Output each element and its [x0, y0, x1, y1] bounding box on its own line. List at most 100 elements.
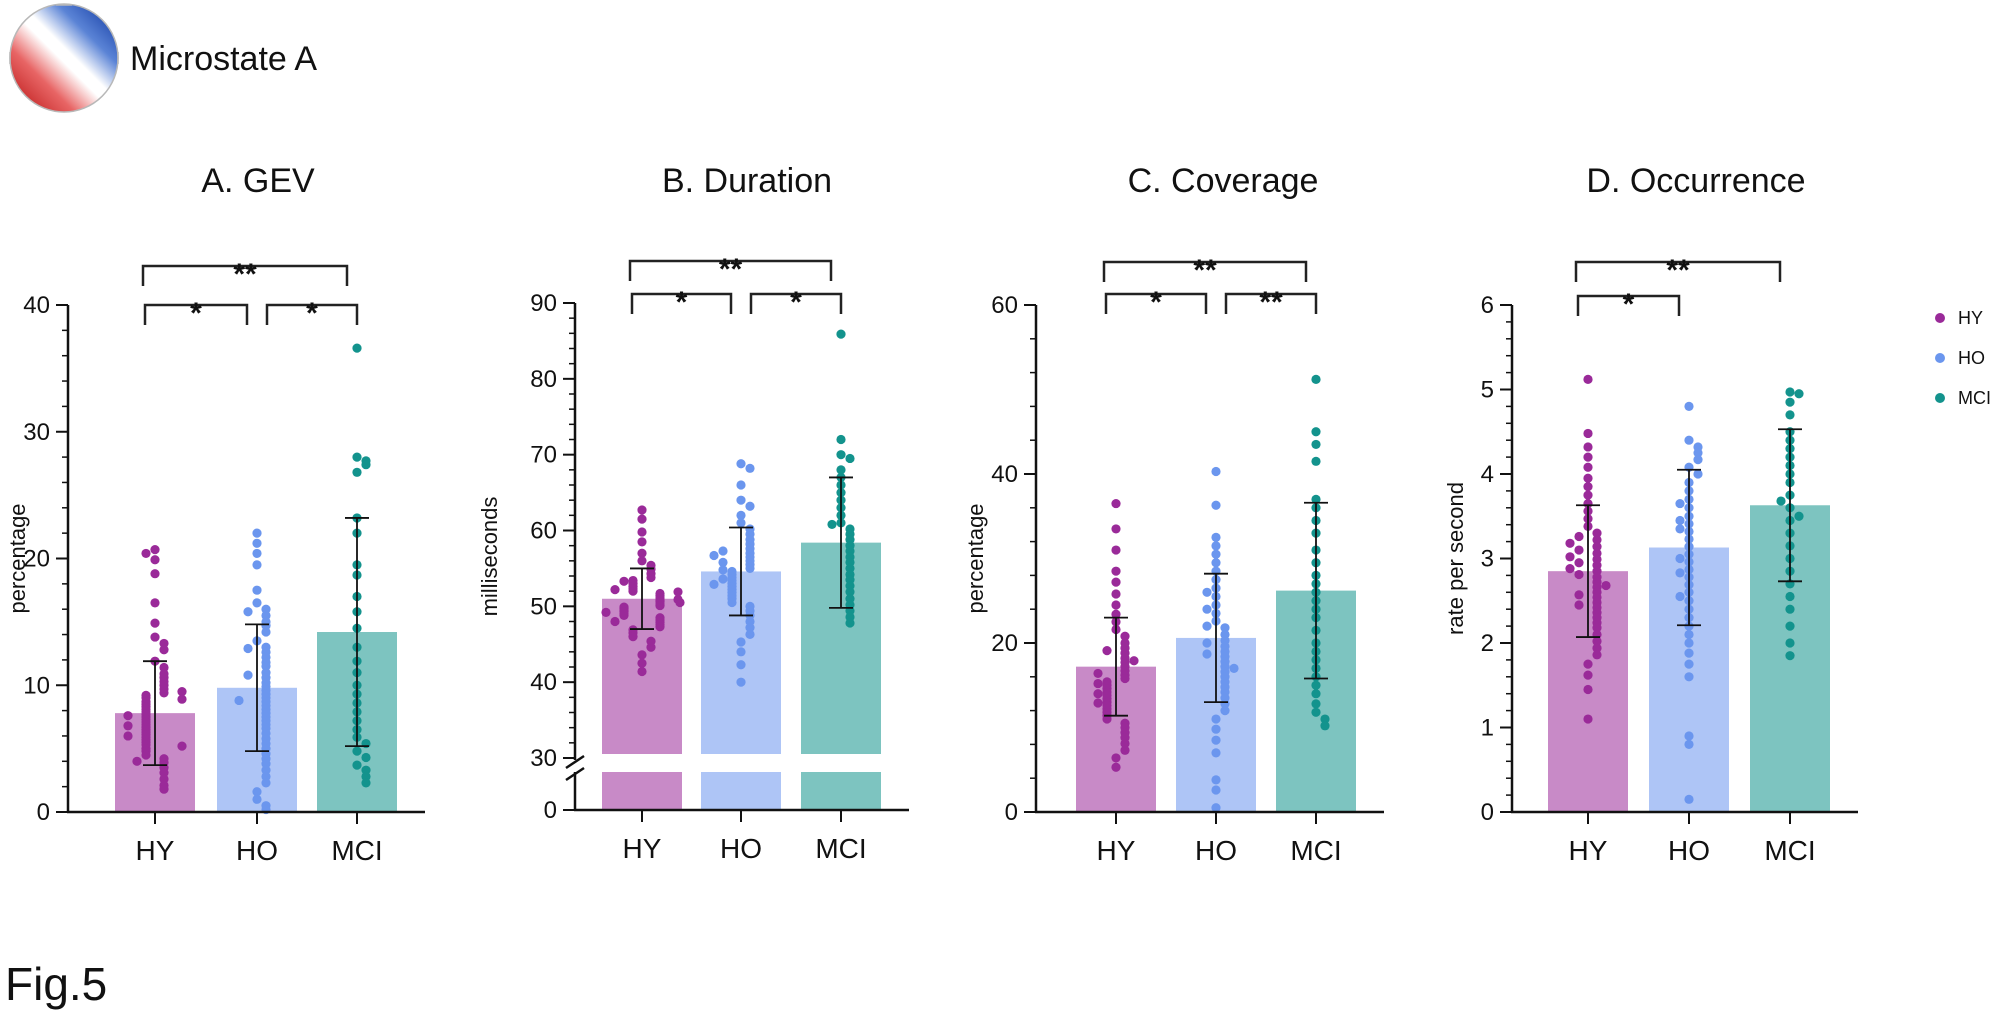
- data-point: [1211, 803, 1221, 813]
- data-point: [637, 537, 647, 547]
- data-point: [361, 752, 371, 763]
- data-point: [150, 569, 160, 579]
- microstate-label: Microstate A: [130, 40, 317, 78]
- data-point: [361, 460, 371, 470]
- data-point: [637, 650, 647, 660]
- data-point: [234, 695, 244, 706]
- data-point: [1311, 689, 1321, 699]
- data-point: [352, 746, 362, 756]
- data-point: [1565, 552, 1575, 562]
- significance-bracket: [628, 259, 833, 281]
- data-point: [718, 565, 728, 575]
- data-point: [1202, 604, 1212, 614]
- x-tick-label: HY: [1097, 835, 1136, 866]
- data-point: [252, 787, 262, 797]
- data-point: [1583, 428, 1593, 439]
- data-point: [1320, 721, 1330, 731]
- data-point: [637, 514, 647, 524]
- data-point: [1583, 684, 1593, 695]
- data-point: [1211, 724, 1221, 734]
- data-point: [718, 574, 728, 584]
- data-point: [1684, 638, 1694, 648]
- y-tick-label: 60: [530, 518, 557, 545]
- data-point: [1601, 580, 1611, 591]
- data-point: [1320, 714, 1330, 724]
- data-point: [1220, 623, 1230, 633]
- data-point: [1684, 739, 1694, 750]
- data-point: [1093, 668, 1103, 679]
- data-point: [261, 661, 271, 671]
- x-tick-label: MCI: [331, 835, 382, 866]
- data-point: [1211, 785, 1221, 795]
- chart-title: B. Duration: [662, 162, 832, 200]
- significance-label: *: [676, 286, 688, 319]
- data-point: [1311, 699, 1321, 709]
- data-point: [1592, 623, 1602, 633]
- data-point: [159, 768, 169, 778]
- significance-bracket: [1104, 292, 1208, 314]
- data-point: [1111, 600, 1121, 610]
- data-point: [261, 621, 271, 631]
- data-point: [1565, 564, 1575, 574]
- data-point: [1120, 738, 1130, 749]
- data-point: [736, 459, 746, 469]
- data-point: [1111, 545, 1121, 555]
- chart-legend: HY HO MCI: [1935, 308, 1991, 408]
- significance-bracket: [265, 303, 359, 325]
- significance-label: *: [1150, 286, 1162, 319]
- data-point: [1583, 490, 1593, 500]
- data-point: [159, 645, 169, 655]
- significance-bracket: [630, 292, 733, 314]
- bar-base-hy: [602, 772, 682, 810]
- data-point: [745, 622, 755, 633]
- x-tick-label: HO: [236, 835, 278, 866]
- data-point: [261, 759, 271, 769]
- data-point: [1102, 714, 1112, 724]
- data-point: [619, 576, 629, 586]
- data-point: [150, 598, 160, 608]
- legend-label-mci: MCI: [1958, 388, 1991, 408]
- data-point: [736, 495, 746, 505]
- data-point: [159, 662, 169, 673]
- data-point: [1574, 531, 1584, 542]
- data-point: [177, 741, 187, 751]
- data-point: [1211, 775, 1221, 785]
- data-point: [1785, 638, 1795, 648]
- data-point: [836, 450, 846, 460]
- data-point: [1311, 680, 1321, 690]
- data-point: [1111, 577, 1121, 587]
- y-tick-label: 80: [530, 366, 557, 393]
- data-point: [352, 343, 362, 353]
- data-point: [252, 528, 262, 538]
- data-point: [637, 658, 647, 668]
- data-point: [159, 774, 169, 784]
- data-point: [1583, 452, 1593, 462]
- y-tick-label: 3: [1481, 546, 1494, 573]
- data-point: [1785, 397, 1795, 407]
- data-point: [1120, 673, 1130, 684]
- y-tick-label: 70: [530, 442, 557, 469]
- data-point: [1202, 638, 1212, 648]
- data-point: [1111, 589, 1121, 599]
- legend-swatch-ho: [1935, 353, 1945, 363]
- y-axis-label: percentage: [5, 503, 30, 613]
- significance-bracket: [749, 292, 843, 314]
- significance-label: *: [790, 286, 802, 319]
- data-point: [845, 618, 855, 628]
- data-point: [1211, 500, 1221, 510]
- data-point: [1211, 466, 1221, 477]
- significance-label: *: [306, 297, 318, 330]
- data-point: [646, 572, 656, 583]
- data-point: [1592, 650, 1602, 660]
- data-point: [1684, 435, 1694, 445]
- data-point: [123, 721, 133, 731]
- x-tick-label: MCI: [1290, 835, 1341, 866]
- data-point: [1202, 621, 1212, 631]
- axis-break-mark: [565, 766, 585, 782]
- data-point: [1684, 659, 1694, 669]
- data-point: [1311, 374, 1321, 384]
- data-point: [261, 610, 271, 621]
- data-point: [1785, 621, 1795, 631]
- x-tick-label: HY: [623, 833, 662, 864]
- data-point: [1111, 753, 1121, 763]
